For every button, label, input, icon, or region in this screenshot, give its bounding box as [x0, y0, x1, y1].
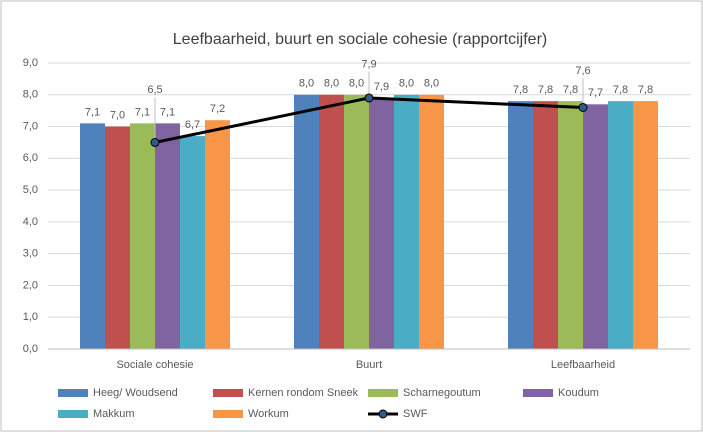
data-label: 7,8: [538, 84, 553, 96]
y-tick-label: 8,0: [23, 89, 38, 101]
bar: [80, 123, 105, 349]
legend-swatch: [213, 410, 243, 418]
y-tick-label: 9,0: [23, 57, 38, 69]
y-tick-label: 1,0: [23, 311, 38, 323]
data-label: 7,8: [638, 84, 653, 96]
bar: [105, 126, 130, 349]
line-marker: [150, 137, 160, 147]
bar: [633, 101, 658, 349]
y-tick-label: 0,0: [23, 343, 38, 355]
x-tick-label: Buurt: [356, 359, 382, 371]
data-label: 8,0: [349, 78, 364, 90]
data-label: 7,6: [575, 65, 590, 77]
x-tick-label: Sociale cohesie: [116, 359, 193, 371]
legend-swatch: [58, 389, 88, 397]
legend-swatch: [213, 389, 243, 397]
y-tick-label: 4,0: [23, 216, 38, 228]
line-marker: [364, 93, 374, 103]
data-label: 7,7: [588, 87, 603, 99]
bar: [205, 120, 230, 349]
legend-label: Scharnegoutum: [403, 387, 481, 399]
y-tick-label: 3,0: [23, 248, 38, 260]
legend-marker: [378, 409, 388, 419]
bar: [369, 97, 394, 349]
legend-label: Heeg/ Woudsend: [93, 387, 178, 399]
y-tick-label: 5,0: [23, 184, 38, 196]
data-label: 6,7: [185, 119, 200, 131]
line-marker: [578, 102, 588, 112]
y-tick-label: 6,0: [23, 152, 38, 164]
legend-swatch: [368, 389, 398, 397]
data-label: 7,9: [374, 81, 389, 93]
bar: [130, 123, 155, 349]
legend-label: Kernen rondom Sneek: [248, 387, 359, 399]
data-label: 7,1: [135, 106, 150, 118]
data-label: 7,1: [85, 106, 100, 118]
data-label: 7,1: [160, 106, 175, 118]
data-label: 8,0: [424, 78, 439, 90]
legend-label: Workum: [248, 408, 289, 420]
data-label: 7,0: [110, 109, 125, 121]
bar: [419, 94, 444, 350]
legend-swatch: [58, 410, 88, 418]
legend-label: SWF: [403, 408, 428, 420]
data-label: 7,2: [210, 103, 225, 115]
bar: [608, 101, 633, 349]
legend-label: Makkum: [93, 408, 135, 420]
bar: [583, 104, 608, 349]
x-tick-label: Leefbaarheid: [551, 359, 615, 371]
data-label: 7,8: [513, 84, 528, 96]
bar: [319, 94, 344, 350]
bar: [558, 101, 583, 349]
legend-label: Koudum: [558, 387, 599, 399]
bar: [344, 94, 369, 350]
bar: [394, 94, 419, 350]
bar: [533, 101, 558, 349]
data-label: 7,9: [361, 59, 376, 71]
bar: [180, 136, 205, 349]
data-label: 6,5: [147, 84, 162, 96]
y-tick-label: 7,0: [23, 120, 38, 132]
legend-swatch: [523, 389, 553, 397]
y-tick-label: 2,0: [23, 279, 38, 291]
data-label: 8,0: [299, 78, 314, 90]
data-label: 8,0: [324, 78, 339, 90]
bar: [294, 94, 319, 350]
bar: [508, 101, 533, 349]
data-label: 7,8: [613, 84, 628, 96]
chart-title: Leefbaarheid, buurt en sociale cohesie (…: [173, 31, 547, 48]
bar: [155, 123, 180, 349]
data-label: 7,8: [563, 84, 578, 96]
data-label: 8,0: [399, 78, 414, 90]
